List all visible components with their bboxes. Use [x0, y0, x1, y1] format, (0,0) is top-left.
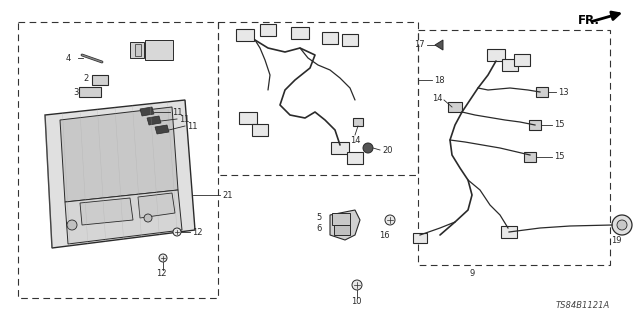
- Bar: [448, 102, 462, 112]
- Circle shape: [385, 215, 395, 225]
- Text: 13: 13: [558, 87, 568, 97]
- Bar: [145, 40, 173, 60]
- Polygon shape: [138, 193, 175, 218]
- Bar: [236, 29, 254, 41]
- Bar: [334, 225, 350, 235]
- Text: 15: 15: [554, 119, 564, 129]
- Bar: [79, 87, 101, 97]
- Text: 5: 5: [316, 212, 321, 221]
- Circle shape: [67, 220, 77, 230]
- Text: 12: 12: [156, 268, 166, 277]
- Bar: [332, 213, 350, 225]
- Polygon shape: [155, 125, 169, 134]
- Text: 4: 4: [66, 53, 71, 62]
- Text: 12: 12: [192, 228, 202, 236]
- Text: 3: 3: [73, 87, 78, 97]
- Text: 9: 9: [469, 268, 475, 277]
- Circle shape: [352, 280, 362, 290]
- Circle shape: [173, 228, 181, 236]
- Polygon shape: [330, 210, 360, 240]
- Polygon shape: [45, 100, 195, 248]
- Bar: [413, 233, 427, 243]
- Text: TS84B1121A: TS84B1121A: [556, 301, 610, 310]
- Text: 21: 21: [222, 190, 232, 199]
- Bar: [130, 42, 144, 58]
- Text: 16: 16: [379, 230, 389, 239]
- Text: 20: 20: [382, 146, 392, 155]
- Text: 14: 14: [350, 135, 360, 145]
- Bar: [239, 112, 257, 124]
- Text: 11: 11: [172, 108, 182, 116]
- Bar: [514, 54, 530, 66]
- Text: 6: 6: [316, 223, 321, 233]
- Text: 2: 2: [83, 74, 88, 83]
- Bar: [353, 118, 363, 126]
- Bar: [524, 152, 536, 162]
- Circle shape: [617, 220, 627, 230]
- Bar: [487, 49, 505, 61]
- Text: 19: 19: [611, 236, 621, 244]
- Bar: [502, 59, 518, 71]
- Bar: [252, 124, 268, 136]
- Bar: [342, 34, 358, 46]
- Bar: [529, 120, 541, 130]
- Text: 17: 17: [414, 39, 424, 49]
- Bar: [347, 152, 363, 164]
- Text: FR.: FR.: [578, 13, 600, 27]
- Text: 18: 18: [434, 76, 445, 84]
- Polygon shape: [65, 190, 182, 244]
- Text: 14: 14: [432, 93, 442, 102]
- Bar: [291, 27, 309, 39]
- Circle shape: [612, 215, 632, 235]
- Circle shape: [159, 254, 167, 262]
- Bar: [18, 22, 218, 298]
- Text: 15: 15: [554, 151, 564, 161]
- Polygon shape: [60, 107, 178, 202]
- Polygon shape: [435, 40, 443, 50]
- Bar: [135, 44, 141, 56]
- Text: 11: 11: [187, 122, 198, 131]
- Text: 11: 11: [179, 115, 189, 124]
- Bar: [322, 32, 338, 44]
- Polygon shape: [80, 198, 133, 225]
- Bar: [331, 142, 349, 154]
- Bar: [218, 22, 418, 175]
- Bar: [418, 30, 610, 265]
- Circle shape: [144, 214, 152, 222]
- Polygon shape: [140, 107, 154, 116]
- Bar: [536, 87, 548, 97]
- Text: 10: 10: [351, 298, 362, 307]
- Bar: [92, 75, 108, 85]
- Circle shape: [363, 143, 373, 153]
- Bar: [260, 24, 276, 36]
- Bar: [501, 226, 517, 238]
- Polygon shape: [147, 116, 161, 125]
